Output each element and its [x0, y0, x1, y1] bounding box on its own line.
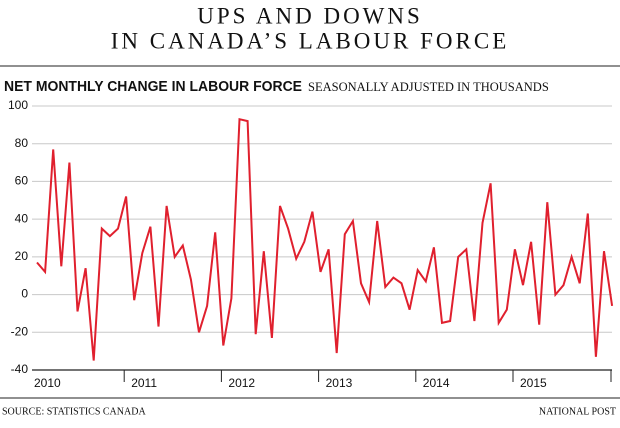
- x-tick-label: 2011: [131, 376, 157, 390]
- y-tick-label: 0: [21, 287, 28, 301]
- y-tick-label: 40: [15, 211, 29, 225]
- chart-title: UPS AND DOWNS: [197, 3, 423, 28]
- y-tick-label: 100: [8, 98, 28, 112]
- y-tick-label: 20: [15, 249, 29, 263]
- source: SOURCE: STATISTICS CANADA: [2, 406, 146, 417]
- credit: NATIONAL POST: [539, 406, 616, 417]
- data-line: [36, 117, 614, 361]
- y-tick-label: 80: [15, 136, 29, 150]
- x-tick-label: 2014: [423, 376, 450, 390]
- subtitle-note: SEASONALLY ADJUSTED IN THOUSANDS: [308, 80, 549, 94]
- y-tick-label: -20: [11, 324, 29, 338]
- x-tick-label: 2015: [520, 376, 547, 390]
- y-tick-label: 60: [15, 174, 29, 188]
- y-tick-label: -40: [11, 362, 29, 376]
- x-tick-label: 2012: [228, 376, 255, 390]
- chart-title: IN CANADA’S LABOUR FORCE: [111, 28, 510, 53]
- subtitle: NET MONTHLY CHANGE IN LABOUR FORCE: [4, 79, 302, 95]
- x-tick-label: 2013: [326, 376, 353, 390]
- x-tick-label: 2010: [34, 376, 61, 390]
